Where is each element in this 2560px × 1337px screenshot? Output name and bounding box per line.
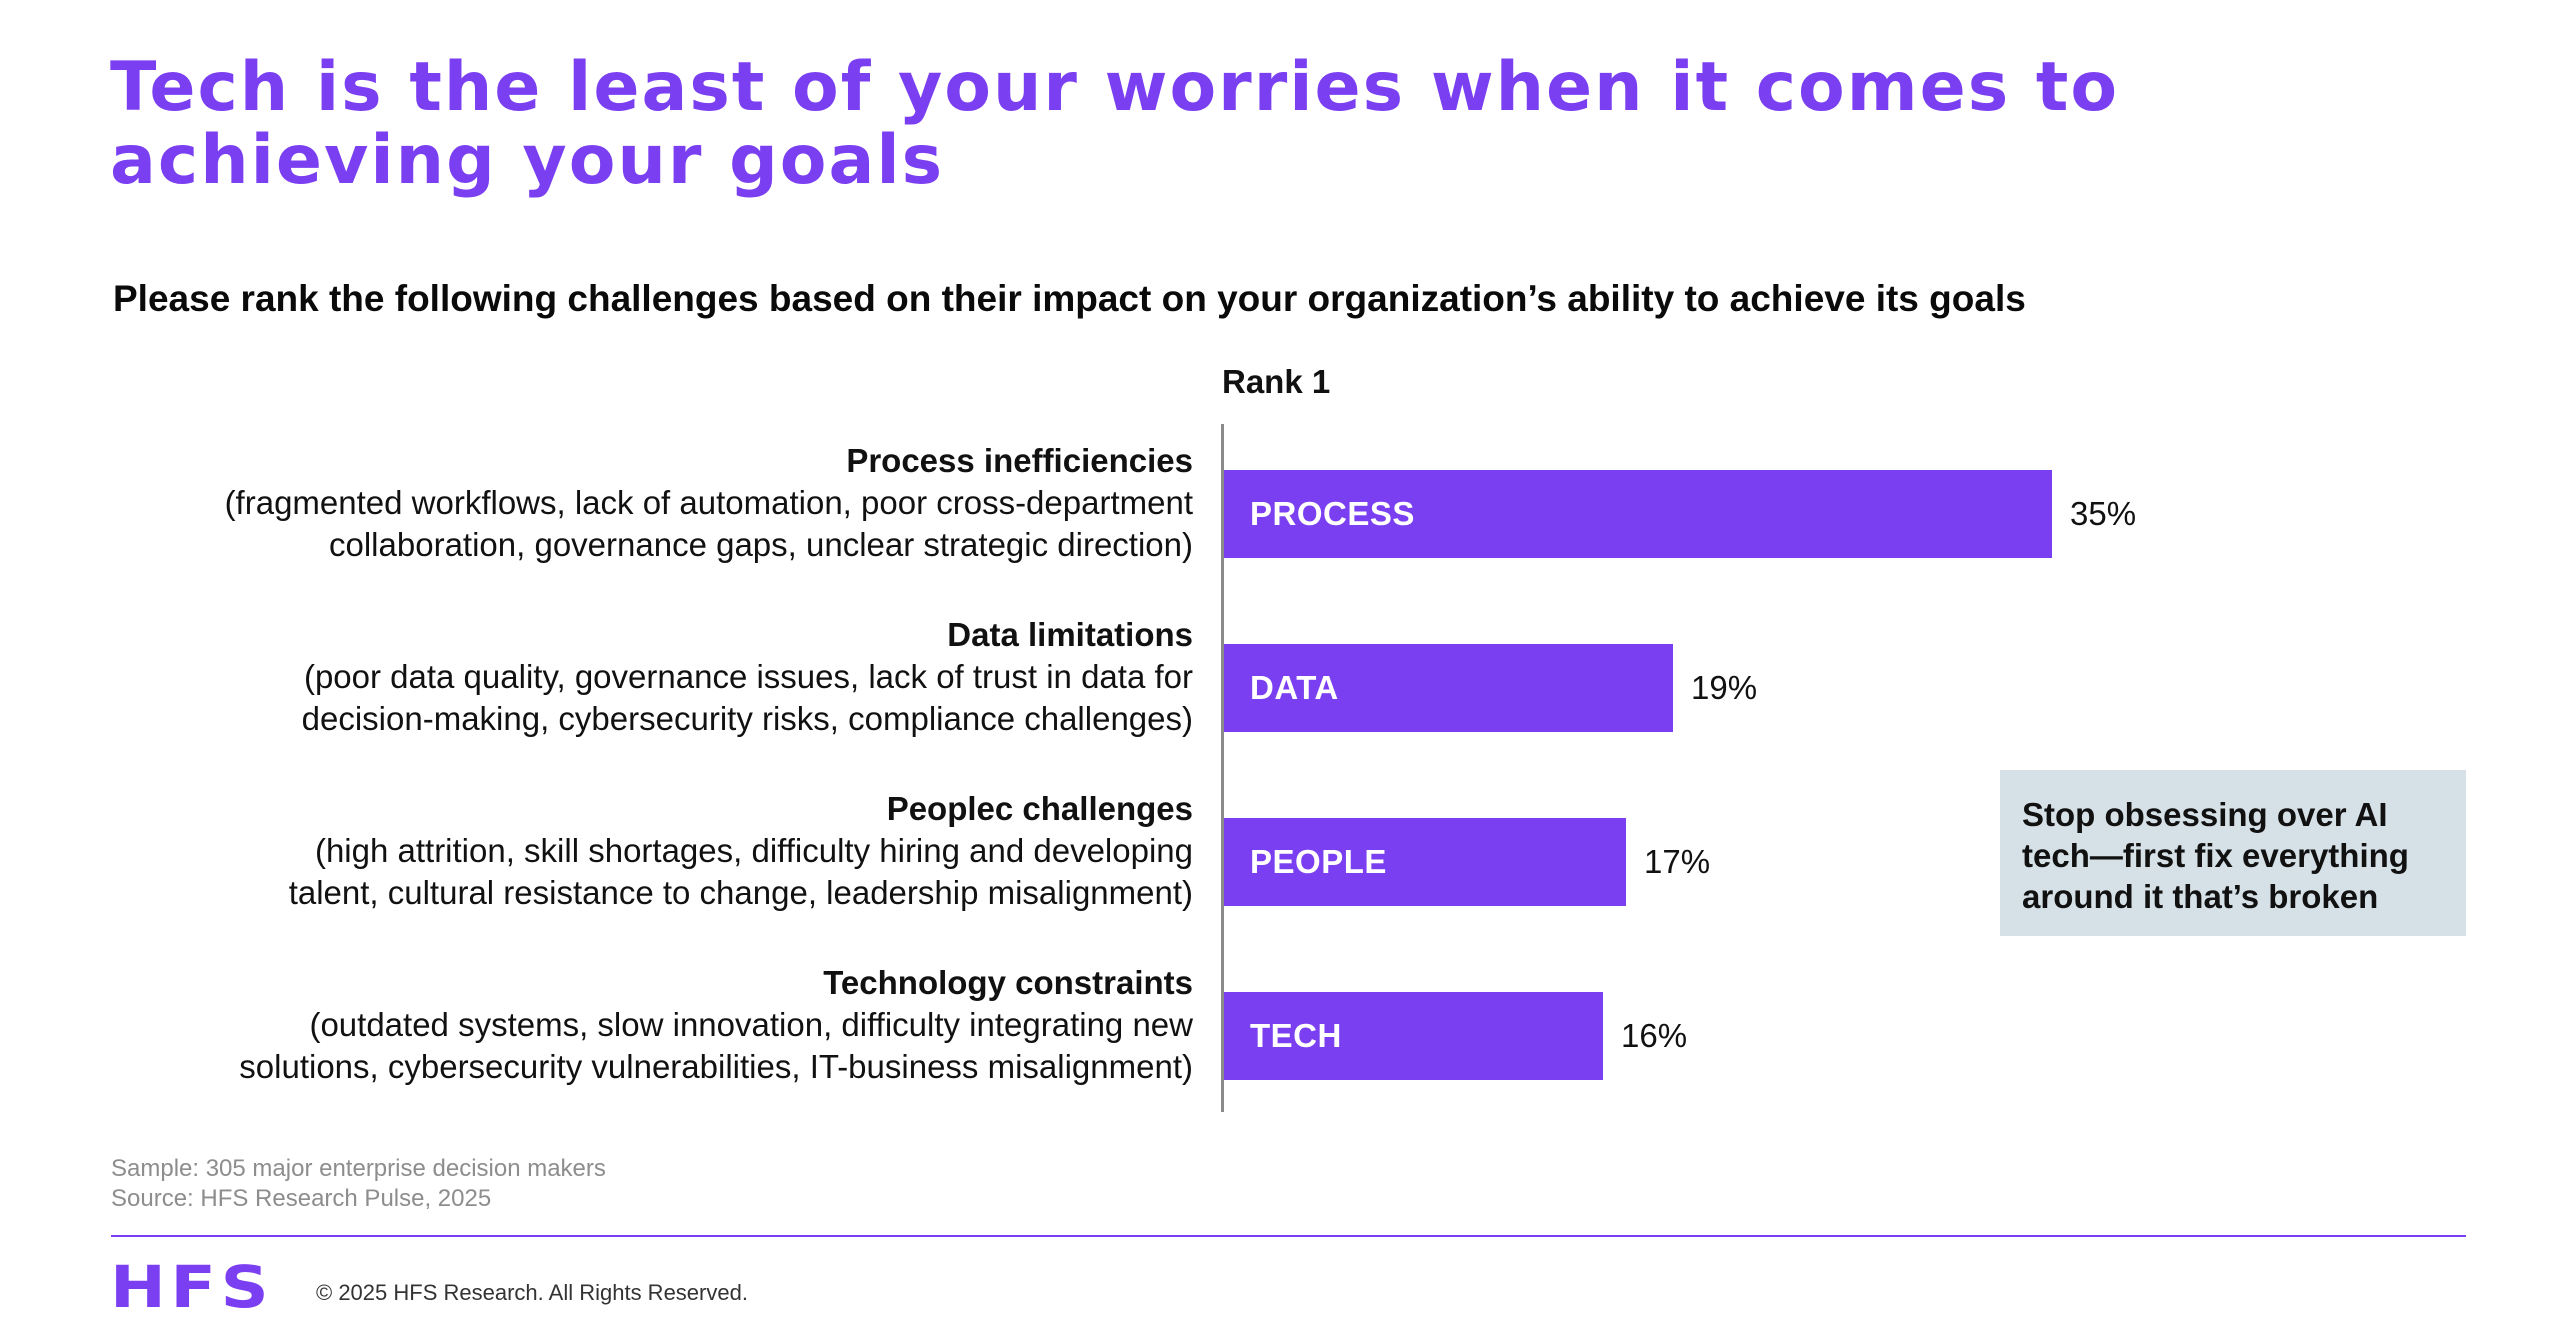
sample-note: Sample: 305 major enterprise decision ma… bbox=[111, 1155, 606, 1182]
bar-people: PEOPLE bbox=[1224, 818, 1626, 906]
chart-row-tech: Technology constraints (outdated systems… bbox=[0, 962, 2560, 1092]
chart-subtitle: Please rank the following challenges bas… bbox=[113, 278, 2026, 319]
row-label: Peoplec challenges (high attrition, skil… bbox=[133, 788, 1193, 914]
row-label: Technology constraints (outdated systems… bbox=[133, 962, 1193, 1088]
bar-value-label: 35% bbox=[2070, 495, 2137, 532]
row-label-name: Peoplec challenges bbox=[886, 790, 1193, 827]
row-label-name: Technology constraints bbox=[823, 964, 1193, 1001]
row-label: Data limitations (poor data quality, gov… bbox=[133, 614, 1193, 740]
row-label: Process inefficiencies (fragmented workf… bbox=[133, 440, 1193, 566]
chart-axis-line bbox=[1221, 424, 1224, 1112]
row-label-name: Data limitations bbox=[947, 616, 1193, 653]
rank-label: Rank 1 bbox=[1222, 363, 1331, 400]
row-label-desc-line2: talent, cultural resistance to change, l… bbox=[288, 874, 1193, 911]
row-label-desc-line1: (fragmented workflows, lack of automatio… bbox=[224, 484, 1193, 521]
row-label-desc-line2: decision-making, cybersecurity risks, co… bbox=[301, 700, 1193, 737]
row-label-name: Process inefficiencies bbox=[846, 442, 1193, 479]
footer-divider bbox=[111, 1235, 2466, 1237]
row-label-desc-line1: (outdated systems, slow innovation, diff… bbox=[309, 1006, 1193, 1043]
bar-category-label: DATA bbox=[1250, 669, 1339, 706]
bar-value-label: 16% bbox=[1621, 1017, 1688, 1054]
row-label-desc-line2: collaboration, governance gaps, unclear … bbox=[329, 526, 1193, 563]
hfs-logo: HFS bbox=[110, 1253, 274, 1321]
footnote: Sample: 305 major enterprise decision ma… bbox=[111, 1154, 606, 1214]
bar-category-label: TECH bbox=[1250, 1017, 1342, 1054]
bar-data: DATA bbox=[1224, 644, 1673, 732]
chart-row-data: Data limitations (poor data quality, gov… bbox=[0, 614, 2560, 744]
callout-box: Stop obsessing over AI tech—first fix ev… bbox=[2000, 770, 2466, 936]
chart-row-process: Process inefficiencies (fragmented workf… bbox=[0, 440, 2560, 570]
chart-row-people: Peoplec challenges (high attrition, skil… bbox=[0, 788, 2560, 918]
bar-category-label: PEOPLE bbox=[1250, 843, 1387, 880]
bar-category-label: PROCESS bbox=[1250, 495, 1415, 532]
source-note: Source: HFS Research Pulse, 2025 bbox=[111, 1185, 492, 1212]
bar-process: PROCESS bbox=[1224, 470, 2052, 558]
bar-value-label: 19% bbox=[1691, 669, 1758, 706]
page-title: Tech is the least of your worries when i… bbox=[110, 48, 2120, 200]
row-label-desc-line1: (poor data quality, governance issues, l… bbox=[303, 658, 1193, 695]
row-label-desc-line1: (high attrition, skill shortages, diffic… bbox=[314, 832, 1193, 869]
bar-tech: TECH bbox=[1224, 992, 1603, 1080]
copyright-text: © 2025 HFS Research. All Rights Reserved… bbox=[316, 1280, 748, 1305]
row-label-desc-line2: solutions, cybersecurity vulnerabilities… bbox=[239, 1048, 1193, 1085]
bar-value-label: 17% bbox=[1644, 843, 1711, 880]
